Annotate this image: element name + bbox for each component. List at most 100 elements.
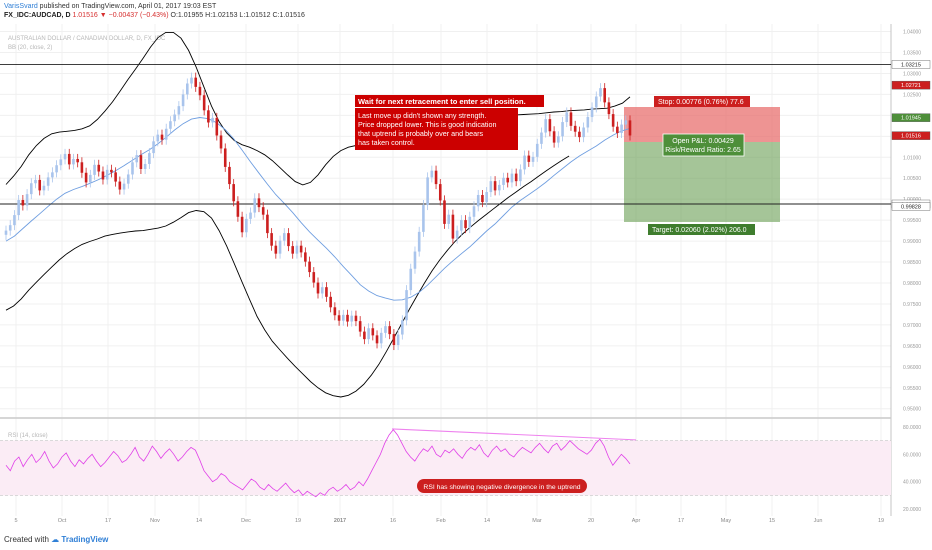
candle-body (611, 114, 615, 127)
price-tick-label: 0.98000 (903, 281, 921, 287)
time-tick-label: Feb (436, 518, 445, 524)
symbol-label: FX_IDC:AUDCAD, D (4, 12, 71, 19)
candle-body (460, 220, 463, 231)
ohlc-high: H:1.02153 (205, 12, 238, 19)
rsi-tick-label: 20.0000 (903, 507, 921, 513)
candle-body (489, 181, 493, 193)
candle-body (223, 148, 227, 167)
candle-body (299, 245, 303, 253)
price-tick-label: 0.97500 (903, 302, 921, 308)
candle-body (122, 183, 126, 190)
rsi-note: RSI has showing negative divergence in t… (423, 484, 580, 491)
candle-body (434, 170, 438, 185)
time-tick-label: 5 (14, 518, 17, 524)
candle-body (325, 287, 328, 297)
candle-body (337, 315, 341, 321)
time-tick-label: Mar (532, 518, 542, 524)
candle-body (594, 96, 598, 108)
candle-body (312, 272, 316, 283)
candle-body (114, 172, 117, 182)
candle-body (126, 174, 130, 184)
candle-body (148, 153, 151, 164)
candle-body (266, 214, 269, 234)
candle-body (422, 205, 425, 232)
candle-body (346, 314, 349, 322)
candle-body (131, 162, 134, 175)
price-tick-label: 1.03000 (903, 71, 921, 77)
sell-title: Wait for next retracement to enter sell … (358, 97, 526, 106)
candle-body (89, 174, 92, 183)
tradingview-icon: ☁ (51, 535, 60, 544)
target-label-box (648, 224, 755, 235)
candle-body (156, 134, 160, 142)
price-tick-label: 0.96500 (903, 344, 921, 350)
down-arrow-icon: ▼ (99, 12, 107, 19)
candle-body (514, 173, 518, 182)
candle-body (367, 328, 370, 340)
target-label: Target: 0.02060 (2.02%) 206.0 (652, 227, 747, 234)
time-tick-label: 14 (196, 518, 202, 524)
price-tick-label: 1.01000 (903, 155, 921, 161)
candle-body (8, 225, 12, 231)
candle-body (451, 214, 455, 239)
candle-body (202, 95, 206, 111)
time-tick-label: Oct (58, 518, 67, 524)
candle-body (464, 220, 467, 229)
time-tick-label: 17 (105, 518, 111, 524)
bb-lower-band (5, 155, 570, 398)
candle-body (565, 112, 569, 123)
bollinger-bands (5, 31, 631, 398)
candle-body (320, 287, 324, 294)
candle-body (152, 141, 155, 154)
ohlc-low: L:1.01512 (239, 12, 271, 19)
candle-body (164, 128, 168, 140)
candle-body (261, 207, 265, 215)
sell-note-box (355, 108, 518, 150)
candle-body (620, 124, 623, 133)
candle-body (173, 114, 176, 122)
candle-body (38, 179, 42, 191)
candle-body (405, 290, 408, 321)
candle-body (190, 77, 193, 84)
time-tick-label: 17 (678, 518, 684, 524)
candle-body (169, 121, 172, 129)
sell-title-box (355, 95, 544, 107)
candle-body (582, 127, 585, 138)
candle-body (207, 110, 210, 123)
price-markers: 1.032151.027211.019451.015160.998850.998… (891, 60, 931, 211)
candle-body (401, 320, 404, 335)
rsi-tick-label: 80.0000 (903, 425, 921, 431)
candle-body (13, 215, 16, 226)
candle-body (232, 184, 235, 202)
candle-body (358, 321, 362, 332)
price-tick-label: 1.03500 (903, 50, 921, 56)
price-marker-label: 1.02721 (901, 83, 921, 89)
sell-note-line: Price dropped lower. This is good indica… (358, 120, 497, 129)
candle-body (506, 177, 510, 183)
candle-body (97, 164, 101, 172)
time-tick-label: 19 (878, 518, 884, 524)
candle-body (616, 126, 619, 133)
last-price: 1.01516 (72, 12, 98, 19)
candle-body (287, 233, 290, 247)
price-chart[interactable]: 1.040001.035001.030001.025001.020001.015… (0, 22, 932, 532)
candle-body (46, 177, 50, 186)
candle-body (350, 315, 354, 322)
candle-body (438, 184, 442, 201)
candle-body (497, 184, 501, 191)
pnl-box (662, 133, 745, 157)
candle-body (540, 132, 543, 144)
candle-body (379, 332, 383, 344)
price-marker-box (891, 60, 931, 69)
tradingview-brand[interactable]: TradingView (61, 535, 109, 544)
candle-body (291, 246, 295, 254)
time-tick-label: Dec (241, 518, 251, 524)
time-tick-label: May (721, 518, 732, 524)
candle-body (67, 153, 71, 165)
candle-body (25, 194, 29, 206)
author-name[interactable]: VarisSvard (4, 3, 38, 10)
candle-body (354, 315, 358, 322)
candle-body (21, 200, 25, 206)
price-marker-box (891, 202, 931, 211)
rsi-line (5, 428, 631, 498)
